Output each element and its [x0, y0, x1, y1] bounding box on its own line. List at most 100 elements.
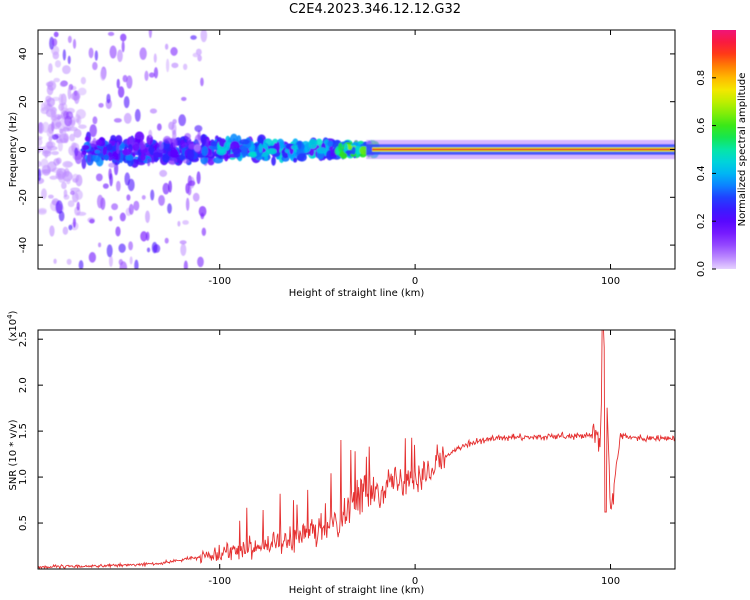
x-axis-label: Height of straight line (km) — [289, 288, 425, 299]
spectrogram-blob — [183, 260, 188, 269]
spectrogram-blob — [351, 146, 356, 155]
spectrogram-blob — [109, 173, 113, 187]
spectrogram-blob — [197, 256, 204, 268]
spectrogram-blob — [95, 173, 103, 182]
spectrogram-blob — [45, 95, 52, 103]
spectrogram-blob — [162, 153, 170, 163]
spectrogram-blob — [163, 137, 174, 144]
spectrogram-blob — [62, 226, 69, 235]
spectrogram-blob — [129, 256, 133, 265]
spectrogram-blob — [231, 147, 242, 155]
spectrogram-blob — [123, 112, 132, 124]
spectrogram-blob — [117, 49, 123, 63]
spectrogram-blob — [167, 156, 178, 165]
spectrogram-blob — [109, 45, 117, 59]
spectrogram-blob — [106, 244, 113, 258]
spectrogram-blob — [51, 121, 55, 132]
spectrogram-blob — [177, 220, 181, 227]
spectrogram-blob — [72, 217, 76, 228]
spectrogram-blob — [118, 243, 126, 253]
spectrogram-blob — [153, 53, 157, 63]
spectrogram-blob — [264, 154, 269, 162]
spectrogram-blob — [133, 200, 140, 211]
spectrogram-blob — [38, 135, 43, 141]
chart-title: C2E4.2023.346.12.12.G32 — [288, 2, 462, 17]
spectrogram-blob — [57, 140, 63, 152]
spectrogram-blob — [148, 147, 153, 153]
spectrogram-blob — [197, 130, 201, 141]
x-tick-label: -100 — [208, 276, 231, 287]
spectrogram-blob — [53, 258, 57, 264]
spectrogram-blob — [165, 58, 170, 73]
spectrogram-blob — [92, 116, 98, 125]
spectrogram-blob — [98, 242, 102, 248]
spectrogram-blob — [145, 210, 150, 224]
spectrogram-blob — [134, 109, 141, 122]
spectrogram-blob — [182, 220, 189, 225]
spectrogram-blob — [78, 260, 84, 269]
spectrogram-blob — [185, 197, 190, 211]
spectrogram-blob — [46, 85, 54, 96]
spectrogram-blob — [51, 38, 58, 47]
spectrogram-blob — [49, 175, 58, 180]
spectrogram-blob — [108, 162, 116, 168]
x-tick-label: 0 — [412, 276, 418, 287]
spectrogram-blob — [62, 65, 71, 75]
spectrogram-blob — [257, 136, 264, 147]
spectrogram-blob — [118, 258, 124, 266]
spectrogram-blob — [102, 146, 108, 156]
spectrogram-blob — [92, 61, 98, 71]
spectrogram-blob — [89, 140, 99, 148]
spectrogram-blob — [46, 141, 54, 149]
spectrogram-plot — [38, 30, 675, 269]
spectrogram-blob — [59, 81, 67, 87]
spectrogram-blob — [139, 47, 147, 60]
spectrogram-blob — [181, 142, 188, 148]
spectrogram-blob — [345, 149, 354, 155]
spectrogram-blob — [117, 86, 125, 98]
x-axis-label: Height of straight line (km) — [289, 585, 425, 596]
spectrogram-blob — [107, 31, 115, 37]
spectrogram-blob — [48, 136, 53, 142]
spectrogram-blob — [327, 140, 334, 147]
spectrogram-blob — [75, 189, 83, 200]
spectrogram-blob — [49, 225, 55, 237]
spectrogram-blob — [96, 194, 104, 209]
spectrogram-blob — [78, 124, 87, 129]
spectrogram-blob — [113, 118, 122, 123]
spectrogram-blob — [48, 63, 53, 73]
spectrogram-blob — [66, 177, 71, 185]
spectrogram-blob — [297, 153, 307, 162]
spectrogram-blob — [297, 140, 302, 150]
spectrogram-blob — [38, 207, 47, 214]
spectrogram-blob — [159, 169, 168, 177]
x-tick-label: 0 — [412, 576, 418, 587]
spectrogram-blob — [146, 134, 154, 145]
spectrogram-blob — [338, 142, 343, 153]
spectrogram-blob — [192, 52, 199, 58]
spectrogram-blob — [100, 68, 106, 81]
spectrogram-blob — [66, 258, 72, 265]
spectrogram-blob — [193, 144, 201, 152]
spectrogram-blob — [162, 182, 170, 195]
spectrogram-blob — [224, 141, 230, 151]
spectrogram-blob — [186, 148, 195, 161]
spectrogram-blob — [81, 157, 87, 170]
spectrogram-blob — [89, 218, 95, 224]
y-multiplier-label: (x104) — [6, 310, 19, 341]
y-tick-label: 0.5 — [18, 515, 29, 531]
spectrogram-blob — [72, 38, 77, 49]
spectrogram-blob — [147, 158, 151, 167]
spectrogram-blob — [120, 33, 127, 42]
spectrogram-blob — [80, 150, 86, 158]
spectrogram-blob — [188, 180, 196, 187]
spectrogram-blob — [192, 192, 200, 202]
spectrogram-blob — [41, 169, 51, 174]
tone-core — [372, 148, 675, 151]
spectrogram-blob — [64, 161, 74, 167]
spectrogram-blob — [55, 200, 63, 214]
spectrogram-blob — [158, 194, 165, 206]
spectrogram-blob — [75, 174, 83, 187]
spectrogram-blob — [168, 180, 173, 193]
